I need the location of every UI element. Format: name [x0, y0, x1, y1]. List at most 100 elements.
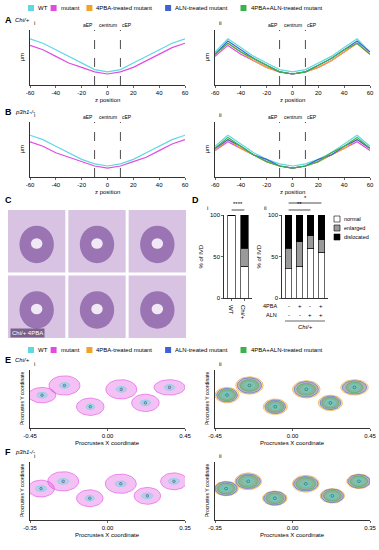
svg-text:60: 60 — [182, 90, 189, 96]
svg-text:Procrustes Y coordinate: Procrustes Y coordinate — [204, 372, 210, 425]
svg-text:-20: -20 — [77, 90, 86, 96]
svg-text:cEP: cEP — [307, 114, 317, 120]
svg-text:i: i — [34, 112, 35, 118]
svg-text:μm: μm — [19, 145, 25, 153]
svg-text:% of IVD: % of IVD — [198, 244, 204, 268]
svg-text:-: - — [299, 312, 301, 318]
svg-text:cEP: cEP — [122, 22, 132, 28]
svg-text:0.00: 0.00 — [102, 433, 114, 439]
svg-text:WT: WT — [228, 305, 234, 315]
svg-text:+: + — [298, 303, 302, 309]
svg-text:-40: -40 — [236, 90, 245, 96]
svg-text:i: i — [34, 20, 35, 26]
svg-text:0: 0 — [106, 90, 110, 96]
svg-text:Procrustes Y coordinate: Procrustes Y coordinate — [204, 464, 210, 517]
svg-text:ii: ii — [219, 453, 222, 459]
svg-text:ii: ii — [219, 361, 222, 367]
svg-text:Procrustes Y coordinate: Procrustes Y coordinate — [19, 372, 25, 425]
svg-text:4PBA-treated mutant: 4PBA-treated mutant — [96, 347, 152, 353]
svg-text:ii: ii — [219, 20, 222, 26]
svg-text:D: D — [192, 195, 199, 205]
svg-text:0.00: 0.00 — [102, 525, 114, 531]
svg-text:+: + — [319, 312, 323, 318]
svg-text:-0.35: -0.35 — [23, 525, 37, 531]
svg-text:Chi/+: Chi/+ — [298, 324, 313, 330]
svg-text:60: 60 — [367, 182, 374, 188]
svg-text:-0.35: -0.35 — [208, 525, 222, 531]
svg-text:aEP: aEP — [83, 114, 93, 120]
svg-text:-60: -60 — [211, 90, 220, 96]
svg-text:-: - — [288, 303, 290, 309]
svg-text:**: ** — [297, 201, 302, 207]
svg-text:Procrustes X coordinate: Procrustes X coordinate — [260, 532, 325, 538]
svg-text:ALN-treated mutant: ALN-treated mutant — [175, 5, 228, 11]
svg-text:p3h1-/-: p3h1-/- — [15, 449, 35, 455]
svg-text:-: - — [309, 303, 311, 309]
svg-text:0.35: 0.35 — [179, 525, 191, 531]
svg-text:4PBA+ALN-treated mutant: 4PBA+ALN-treated mutant — [251, 5, 323, 11]
svg-text:Procrustes X coordinate: Procrustes X coordinate — [260, 440, 325, 446]
svg-text:60: 60 — [182, 182, 189, 188]
svg-text:40: 40 — [156, 90, 163, 96]
svg-text:B: B — [5, 107, 12, 117]
svg-text:Chi/+: Chi/+ — [15, 357, 30, 363]
svg-text:enlarged: enlarged — [344, 225, 365, 231]
svg-text:cEP: cEP — [307, 22, 317, 28]
svg-text:20: 20 — [315, 182, 322, 188]
svg-text:-20: -20 — [262, 182, 271, 188]
svg-text:40: 40 — [341, 182, 348, 188]
svg-text:50: 50 — [213, 254, 220, 260]
svg-text:100: 100 — [210, 212, 221, 218]
svg-text:μm: μm — [19, 53, 25, 61]
svg-text:4PBA: 4PBA — [263, 303, 277, 309]
svg-text:C: C — [5, 195, 12, 205]
svg-text:A: A — [5, 15, 12, 25]
svg-text:aEP: aEP — [268, 22, 278, 28]
svg-text:-60: -60 — [26, 182, 35, 188]
svg-text:i: i — [34, 453, 35, 459]
svg-text:z position: z position — [95, 189, 120, 195]
svg-text:20: 20 — [130, 90, 137, 96]
svg-text:4PBA+ALN-treated mutant: 4PBA+ALN-treated mutant — [251, 347, 323, 353]
svg-text:60: 60 — [367, 90, 374, 96]
svg-text:centrum: centrum — [99, 114, 117, 120]
svg-text:-0.45: -0.45 — [208, 433, 222, 439]
svg-text:0: 0 — [106, 182, 110, 188]
svg-text:E: E — [5, 355, 11, 365]
svg-text:Procrustes Y coordinate: Procrustes Y coordinate — [19, 464, 25, 517]
svg-text:Procrustes X coordinate: Procrustes X coordinate — [75, 440, 140, 446]
svg-text:WT: WT — [38, 347, 48, 353]
svg-text:centrum: centrum — [99, 22, 117, 28]
svg-text:normal: normal — [344, 216, 361, 222]
svg-text:0.45: 0.45 — [364, 433, 376, 439]
svg-text:0.35: 0.35 — [364, 525, 376, 531]
svg-text:40: 40 — [156, 182, 163, 188]
svg-text:0: 0 — [291, 182, 295, 188]
svg-text:0: 0 — [217, 295, 221, 301]
svg-text:+: + — [308, 312, 312, 318]
svg-text:i: i — [207, 205, 208, 211]
svg-text:-60: -60 — [211, 182, 220, 188]
svg-text:-: - — [288, 312, 290, 318]
svg-text:+: + — [319, 303, 323, 309]
svg-text:z position: z position — [95, 97, 120, 103]
svg-text:ii: ii — [219, 112, 222, 118]
svg-text:100: 100 — [268, 212, 279, 218]
svg-text:Chi/+: Chi/+ — [15, 17, 30, 23]
svg-text:4PBA-treated mutant: 4PBA-treated mutant — [96, 5, 152, 11]
svg-text:-0.45: -0.45 — [23, 433, 37, 439]
svg-text:0.00: 0.00 — [287, 525, 299, 531]
svg-text:cEP: cEP — [122, 114, 132, 120]
svg-text:z position: z position — [280, 97, 305, 103]
svg-text:-20: -20 — [262, 90, 271, 96]
svg-text:μm: μm — [204, 145, 210, 153]
svg-text:Chi/+: Chi/+ — [240, 305, 246, 320]
svg-text:centrum: centrum — [284, 114, 302, 120]
svg-text:i: i — [34, 361, 35, 367]
svg-text:aEP: aEP — [83, 22, 93, 28]
svg-text:0.45: 0.45 — [179, 433, 191, 439]
svg-text:mutant: mutant — [61, 347, 80, 353]
svg-text:Procrustes X coordinate: Procrustes X coordinate — [75, 532, 140, 538]
svg-text:-40: -40 — [51, 182, 60, 188]
svg-text:-20: -20 — [77, 182, 86, 188]
